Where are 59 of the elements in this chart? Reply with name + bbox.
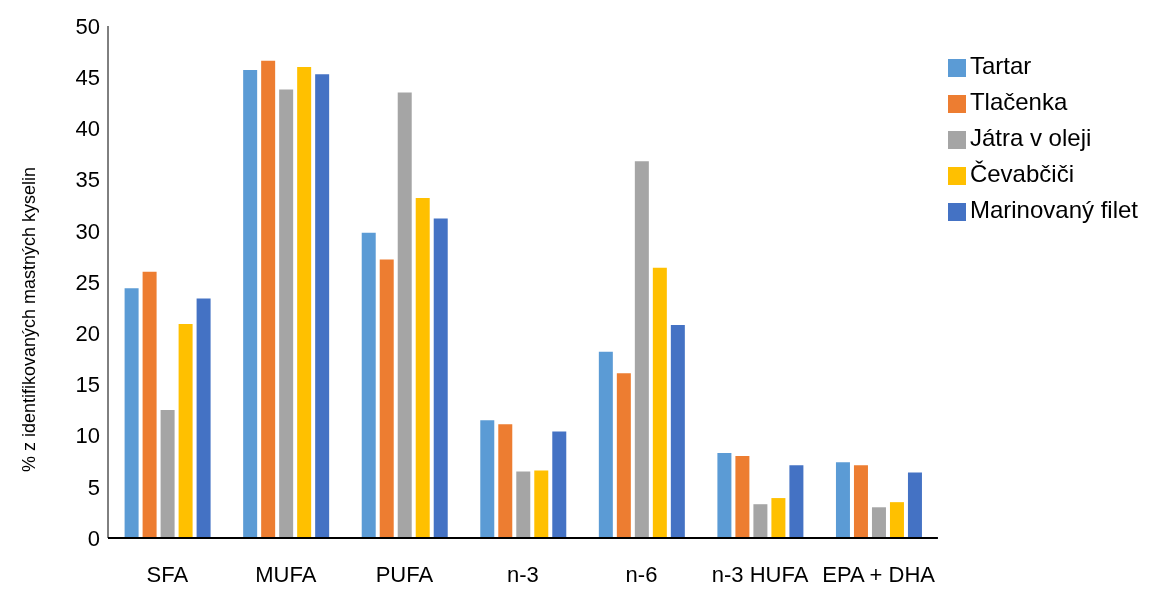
x-tick-label: n-6 — [625, 561, 658, 587]
y-tick-label: 25 — [75, 269, 100, 295]
legend-label: Játra v oleji — [969, 124, 1092, 151]
bar — [297, 66, 312, 538]
bar — [178, 323, 193, 538]
bar — [498, 424, 513, 538]
bar — [379, 259, 394, 538]
y-tick-label: 10 — [75, 423, 100, 449]
bar — [717, 453, 732, 538]
bar — [871, 507, 886, 538]
bar — [142, 271, 157, 538]
y-tick-label: 45 — [75, 65, 100, 91]
bar — [634, 161, 649, 538]
legend-label: Čevabčiči — [969, 160, 1074, 187]
y-tick-label: 15 — [75, 372, 100, 398]
bar — [598, 351, 613, 538]
y-tick-label: 0 — [87, 525, 100, 551]
bar — [124, 288, 139, 538]
bar — [243, 70, 258, 538]
bar — [552, 431, 567, 538]
y-tick-label: 35 — [75, 167, 100, 193]
bar — [789, 465, 804, 538]
bar — [261, 60, 276, 538]
x-tick-label: PUFA — [375, 561, 434, 587]
bar — [771, 498, 786, 538]
y-axis-title: % z identifikovaných mastných kyselin — [19, 166, 40, 472]
bar — [889, 502, 904, 538]
x-tick-label: n-3 — [507, 561, 539, 587]
bar — [315, 74, 330, 538]
y-tick-label: 50 — [75, 13, 100, 39]
bar — [534, 470, 549, 538]
bar — [361, 232, 376, 538]
bar — [516, 471, 531, 538]
bar — [670, 325, 685, 538]
bar — [616, 373, 631, 538]
bar — [415, 198, 430, 538]
bar — [652, 267, 667, 538]
x-tick-label: MUFA — [255, 561, 317, 587]
y-tick-label: 30 — [75, 218, 100, 244]
bar — [279, 89, 294, 538]
x-tick-label: SFA — [146, 561, 189, 587]
x-tick-label: n-3 HUFA — [711, 561, 809, 587]
y-tick-label: 5 — [87, 474, 100, 500]
bar — [853, 465, 868, 538]
bar — [196, 298, 211, 538]
y-tick-label: 40 — [75, 116, 100, 142]
y-tick-label: 20 — [75, 321, 100, 347]
x-tick-label: EPA + DHA — [822, 561, 936, 587]
bar — [160, 410, 175, 538]
bar — [397, 92, 412, 538]
bar — [753, 504, 768, 538]
bar — [735, 456, 750, 538]
legend-label: Tlačenka — [969, 88, 1068, 115]
legend-label: Tartar — [969, 52, 1032, 79]
bar — [907, 472, 922, 538]
bar — [835, 462, 850, 538]
legend-label: Marinovaný filet — [969, 196, 1138, 223]
bar — [480, 420, 495, 538]
bar — [433, 218, 448, 538]
